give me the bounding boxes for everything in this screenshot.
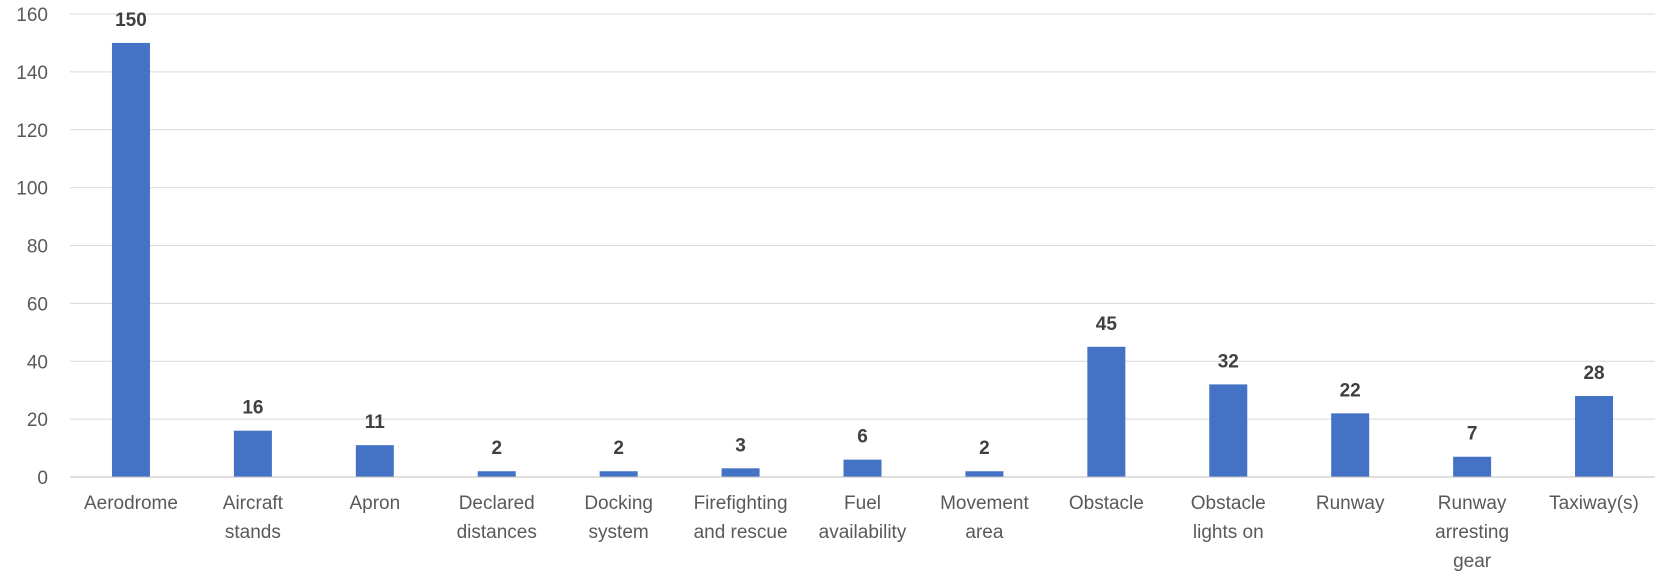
data-label: 3	[735, 435, 746, 456]
gridlines	[70, 13, 1655, 420]
y-axis-tick-labels: 0 20 40 60 80 100 120 140 160	[16, 5, 48, 489]
x-category-label: Declared distances	[457, 493, 537, 543]
x-category-label: Obstacle	[1069, 493, 1144, 514]
data-label: 22	[1340, 380, 1361, 401]
bar	[1331, 413, 1370, 477]
bar	[965, 471, 1004, 477]
data-label: 28	[1583, 363, 1604, 384]
y-tick-label: 160	[16, 5, 48, 26]
bar	[111, 42, 150, 477]
y-tick-label: 140	[16, 63, 48, 84]
bar	[721, 468, 760, 477]
bar	[1575, 395, 1614, 477]
bar	[1209, 384, 1248, 477]
bar	[355, 445, 394, 477]
data-label: 7	[1467, 424, 1478, 445]
data-label: 150	[115, 10, 147, 31]
y-tick-label: 120	[16, 121, 48, 142]
bars	[111, 42, 1614, 477]
y-tick-label: 80	[27, 237, 48, 258]
x-category-label: Obstacle lights on	[1191, 493, 1266, 543]
bar	[599, 471, 638, 477]
data-label: 11	[365, 412, 386, 433]
x-category-label: Movement area	[940, 493, 1029, 543]
x-category-label: Aerodrome	[84, 493, 178, 514]
x-category-label: Docking system	[584, 493, 653, 543]
bar	[843, 459, 882, 477]
y-tick-label: 20	[27, 410, 48, 431]
y-tick-label: 60	[27, 294, 48, 315]
x-category-label: Taxiway(s)	[1549, 493, 1639, 514]
data-label: 16	[242, 398, 263, 419]
data-label: 6	[857, 427, 868, 448]
x-category-label: Fuel availability	[819, 493, 907, 543]
x-category-label: Runway arresting gear	[1435, 493, 1509, 572]
data-label: 2	[491, 438, 502, 459]
x-category-label: Runway	[1316, 493, 1385, 514]
y-tick-label: 40	[27, 352, 48, 373]
bar	[477, 471, 516, 477]
data-label: 45	[1096, 314, 1118, 335]
data-label: 2	[613, 438, 624, 459]
x-axis-category-labels: Aerodrome Aircraft stands Apron Declared dist…	[84, 493, 1639, 572]
data-label: 2	[979, 438, 990, 459]
x-category-label: Apron	[349, 493, 400, 514]
y-tick-label: 100	[16, 179, 48, 200]
bar	[233, 430, 272, 477]
data-label: 32	[1218, 351, 1239, 372]
x-category-label: Aircraft stands	[223, 493, 284, 543]
y-tick-label: 0	[37, 468, 48, 489]
x-category-label: Firefighting and rescue	[694, 493, 788, 543]
bar	[1453, 456, 1492, 477]
bar	[1087, 346, 1126, 477]
